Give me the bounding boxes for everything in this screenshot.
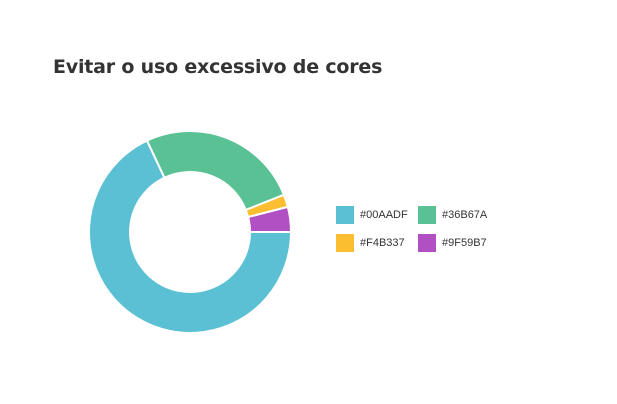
legend-item: #9F59B7 [418, 234, 500, 252]
chart-title: Evitar o uso excessivo de cores [53, 56, 383, 78]
legend-swatch-icon [418, 234, 436, 252]
legend-item: #F4B337 [336, 234, 418, 252]
donut-chart [88, 130, 293, 334]
legend-label: #9F59B7 [442, 237, 487, 249]
chart-legend: #00AADF #36B67A #F4B337 #9F59B7 [336, 206, 526, 252]
legend-label: #00AADF [360, 209, 408, 221]
donut-slice-1 [145, 130, 286, 212]
legend-item: #00AADF [336, 206, 418, 224]
legend-label: #F4B337 [360, 237, 405, 249]
legend-swatch-icon [336, 234, 354, 252]
donut-slice-3 [246, 205, 293, 233]
legend-swatch-icon [336, 206, 354, 224]
legend-swatch-icon [418, 206, 436, 224]
donut-slice-0 [88, 139, 293, 334]
donut-slices [88, 130, 293, 334]
legend-label: #36B67A [442, 209, 488, 221]
legend-item: #36B67A [418, 206, 500, 224]
